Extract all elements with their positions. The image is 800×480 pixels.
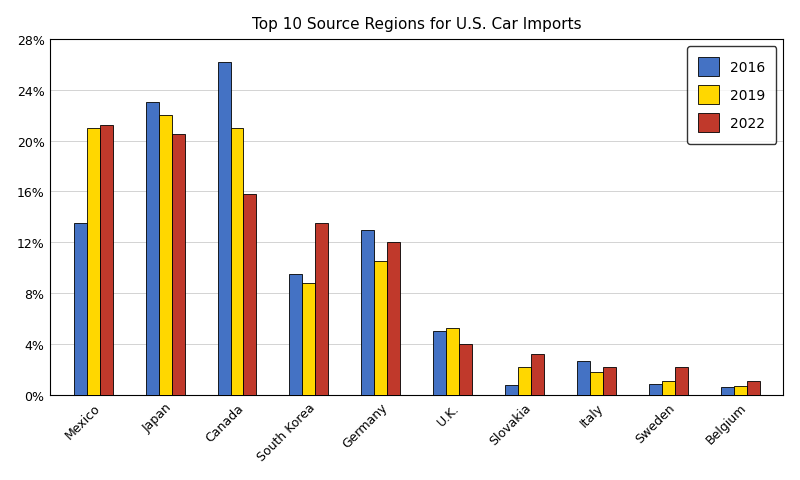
Bar [158,116,171,395]
Bar [86,129,100,395]
Bar [362,230,374,395]
Bar [459,345,472,395]
Bar [171,135,185,395]
Bar [590,372,603,395]
Bar [230,129,243,395]
Bar [302,284,315,395]
Bar [315,224,328,395]
Bar [374,262,387,395]
Bar [434,332,446,395]
Bar [74,224,86,395]
Bar [649,384,662,395]
Bar [218,62,230,395]
Bar [146,103,158,395]
Bar [662,381,674,395]
Bar [100,126,113,395]
Bar [577,361,590,395]
Bar [387,243,400,395]
Bar [734,386,746,395]
Title: Top 10 Source Regions for U.S. Car Imports: Top 10 Source Regions for U.S. Car Impor… [252,17,582,32]
Bar [531,355,544,395]
Bar [290,275,302,395]
Bar [243,194,257,395]
Bar [721,387,734,395]
Bar [746,381,760,395]
Bar [446,328,459,395]
Bar [505,385,518,395]
Bar [518,367,531,395]
Bar [603,367,616,395]
Bar [674,367,688,395]
Legend: 2016, 2019, 2022: 2016, 2019, 2022 [687,47,776,144]
